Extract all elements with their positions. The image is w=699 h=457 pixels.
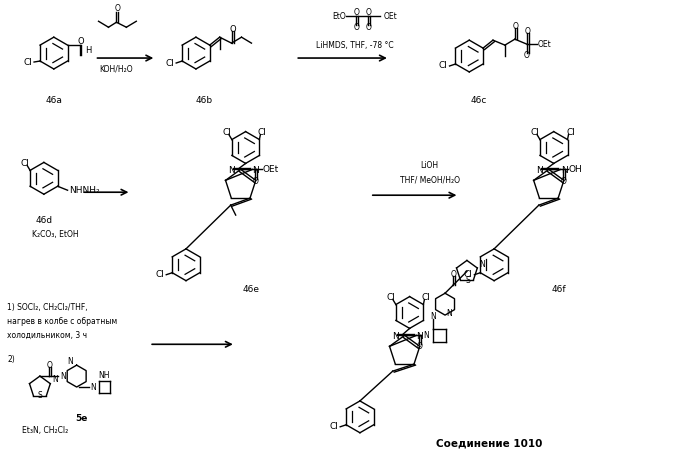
Text: Cl: Cl	[566, 128, 575, 137]
Text: Cl: Cl	[531, 128, 540, 137]
Text: S: S	[466, 276, 470, 285]
Text: Cl: Cl	[463, 270, 473, 279]
Text: OEt: OEt	[538, 40, 552, 48]
Text: K₂CO₃, EtOH: K₂CO₃, EtOH	[32, 230, 78, 239]
Text: N: N	[480, 260, 485, 269]
Text: N: N	[431, 312, 436, 321]
Text: O: O	[525, 27, 531, 36]
Text: N: N	[67, 357, 73, 366]
Text: O: O	[47, 361, 52, 370]
Text: N: N	[60, 372, 66, 381]
Text: Cl: Cl	[222, 128, 231, 137]
Text: O: O	[513, 22, 519, 31]
Text: N: N	[424, 331, 429, 340]
Text: O: O	[229, 25, 236, 34]
Text: Cl: Cl	[329, 422, 338, 431]
Text: N: N	[91, 383, 96, 392]
Text: O: O	[366, 8, 372, 17]
Text: 1) SOCl₂, CH₂Cl₂/THF,: 1) SOCl₂, CH₂Cl₂/THF,	[7, 303, 87, 312]
Text: N: N	[536, 166, 543, 175]
Text: Cl: Cl	[166, 58, 174, 68]
Text: S: S	[38, 391, 43, 400]
Text: нагрев в колбе с обратным: нагрев в колбе с обратным	[7, 317, 117, 326]
Text: O: O	[115, 4, 120, 13]
Text: Соединение 1010: Соединение 1010	[436, 439, 542, 449]
Text: O: O	[366, 23, 372, 32]
Text: N: N	[252, 166, 259, 175]
Text: N: N	[417, 332, 424, 341]
Text: OEt: OEt	[384, 12, 398, 21]
Text: 5e: 5e	[75, 414, 88, 423]
Text: O: O	[524, 51, 530, 59]
Text: LiHMDS, THF, -78 °C: LiHMDS, THF, -78 °C	[316, 41, 394, 50]
Text: 46d: 46d	[36, 216, 52, 224]
Text: O: O	[77, 37, 84, 46]
Text: 46f: 46f	[552, 285, 566, 294]
Text: OEt: OEt	[263, 165, 279, 174]
Text: O: O	[561, 177, 567, 186]
Text: O: O	[354, 23, 360, 32]
Text: Cl: Cl	[439, 62, 447, 70]
Text: O: O	[252, 177, 259, 186]
Text: Cl: Cl	[387, 293, 396, 302]
Text: O: O	[354, 8, 360, 17]
Text: KOH/H₂O: KOH/H₂O	[100, 64, 134, 74]
Text: NHNH₂: NHNH₂	[70, 186, 100, 195]
Text: NH: NH	[99, 371, 110, 380]
Text: Cl: Cl	[422, 293, 431, 302]
Text: N: N	[446, 309, 452, 318]
Text: H: H	[85, 46, 92, 54]
Text: Cl: Cl	[23, 58, 32, 67]
Text: O: O	[451, 270, 457, 279]
Text: 46c: 46c	[471, 96, 487, 105]
Text: OH: OH	[569, 165, 582, 174]
Text: THF/ MeOH/H₂O: THF/ MeOH/H₂O	[400, 176, 459, 185]
Text: O: O	[417, 342, 422, 351]
Text: N: N	[52, 375, 58, 384]
Text: Cl: Cl	[155, 270, 164, 279]
Text: холодильником, 3 ч: холодильником, 3 ч	[7, 331, 87, 340]
Text: 46a: 46a	[45, 96, 62, 105]
Text: N: N	[392, 332, 398, 341]
Text: 2): 2)	[7, 355, 15, 364]
Text: EtO: EtO	[332, 12, 346, 21]
Text: Et₃N, CH₂Cl₂: Et₃N, CH₂Cl₂	[22, 426, 69, 435]
Text: 46b: 46b	[195, 96, 212, 105]
Text: LiOH: LiOH	[420, 161, 438, 170]
Text: N: N	[561, 166, 568, 175]
Text: Cl: Cl	[21, 159, 29, 168]
Text: 46e: 46e	[242, 285, 259, 294]
Text: N: N	[228, 166, 235, 175]
Text: Cl: Cl	[258, 128, 267, 137]
